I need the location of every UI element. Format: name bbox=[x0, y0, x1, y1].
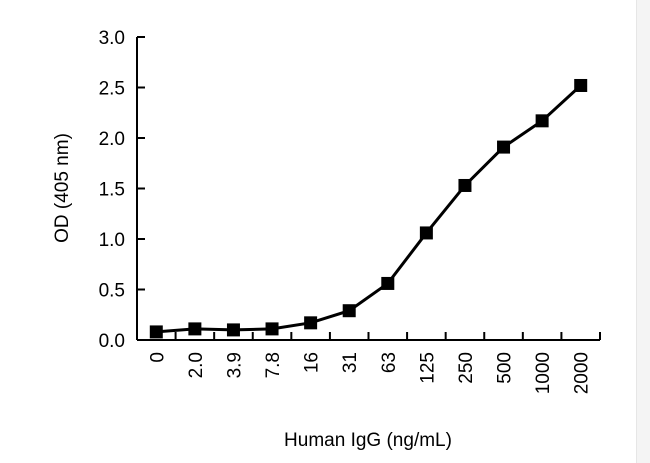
data-point bbox=[188, 322, 202, 336]
y-tick-label: 1.0 bbox=[99, 230, 125, 251]
x-tick-label: 125 bbox=[417, 352, 438, 384]
x-axis-label: Human IgG (ng/mL) bbox=[284, 430, 452, 451]
x-tick-label: 2.0 bbox=[186, 352, 207, 378]
series-line bbox=[156, 84, 582, 334]
y-tick-label: 0.0 bbox=[99, 331, 125, 352]
x-tick-label: 3.9 bbox=[224, 352, 245, 378]
y-tick-label: 1.5 bbox=[99, 180, 125, 201]
x-tick-label: 1000 bbox=[533, 352, 554, 394]
data-point bbox=[574, 78, 588, 92]
data-point bbox=[304, 316, 318, 330]
data-point bbox=[342, 304, 356, 318]
x-tick-label: 2000 bbox=[572, 352, 593, 394]
data-point bbox=[458, 178, 472, 192]
y-tick-label: 2.5 bbox=[99, 79, 125, 100]
x-tick-label: 16 bbox=[302, 352, 323, 373]
data-point bbox=[265, 322, 279, 336]
data-point bbox=[381, 276, 395, 290]
y-tick-label: 2.0 bbox=[99, 129, 125, 150]
x-tick-label: 500 bbox=[495, 352, 516, 384]
data-point bbox=[419, 226, 433, 240]
y-axis-label: OD (405 nm) bbox=[52, 133, 73, 243]
data-point bbox=[149, 325, 163, 339]
x-tick-label: 7.8 bbox=[263, 352, 284, 378]
x-tick-label: 0 bbox=[147, 352, 168, 363]
data-point bbox=[226, 323, 240, 337]
x-tick-label: 63 bbox=[379, 352, 400, 373]
x-tick-label: 250 bbox=[456, 352, 477, 384]
y-tick-label: 0.5 bbox=[99, 281, 125, 302]
data-point bbox=[535, 114, 549, 128]
data-point bbox=[497, 140, 511, 154]
y-tick-label: 3.0 bbox=[99, 28, 125, 49]
x-tick-label: 31 bbox=[340, 352, 361, 373]
page-edge bbox=[636, 0, 650, 463]
